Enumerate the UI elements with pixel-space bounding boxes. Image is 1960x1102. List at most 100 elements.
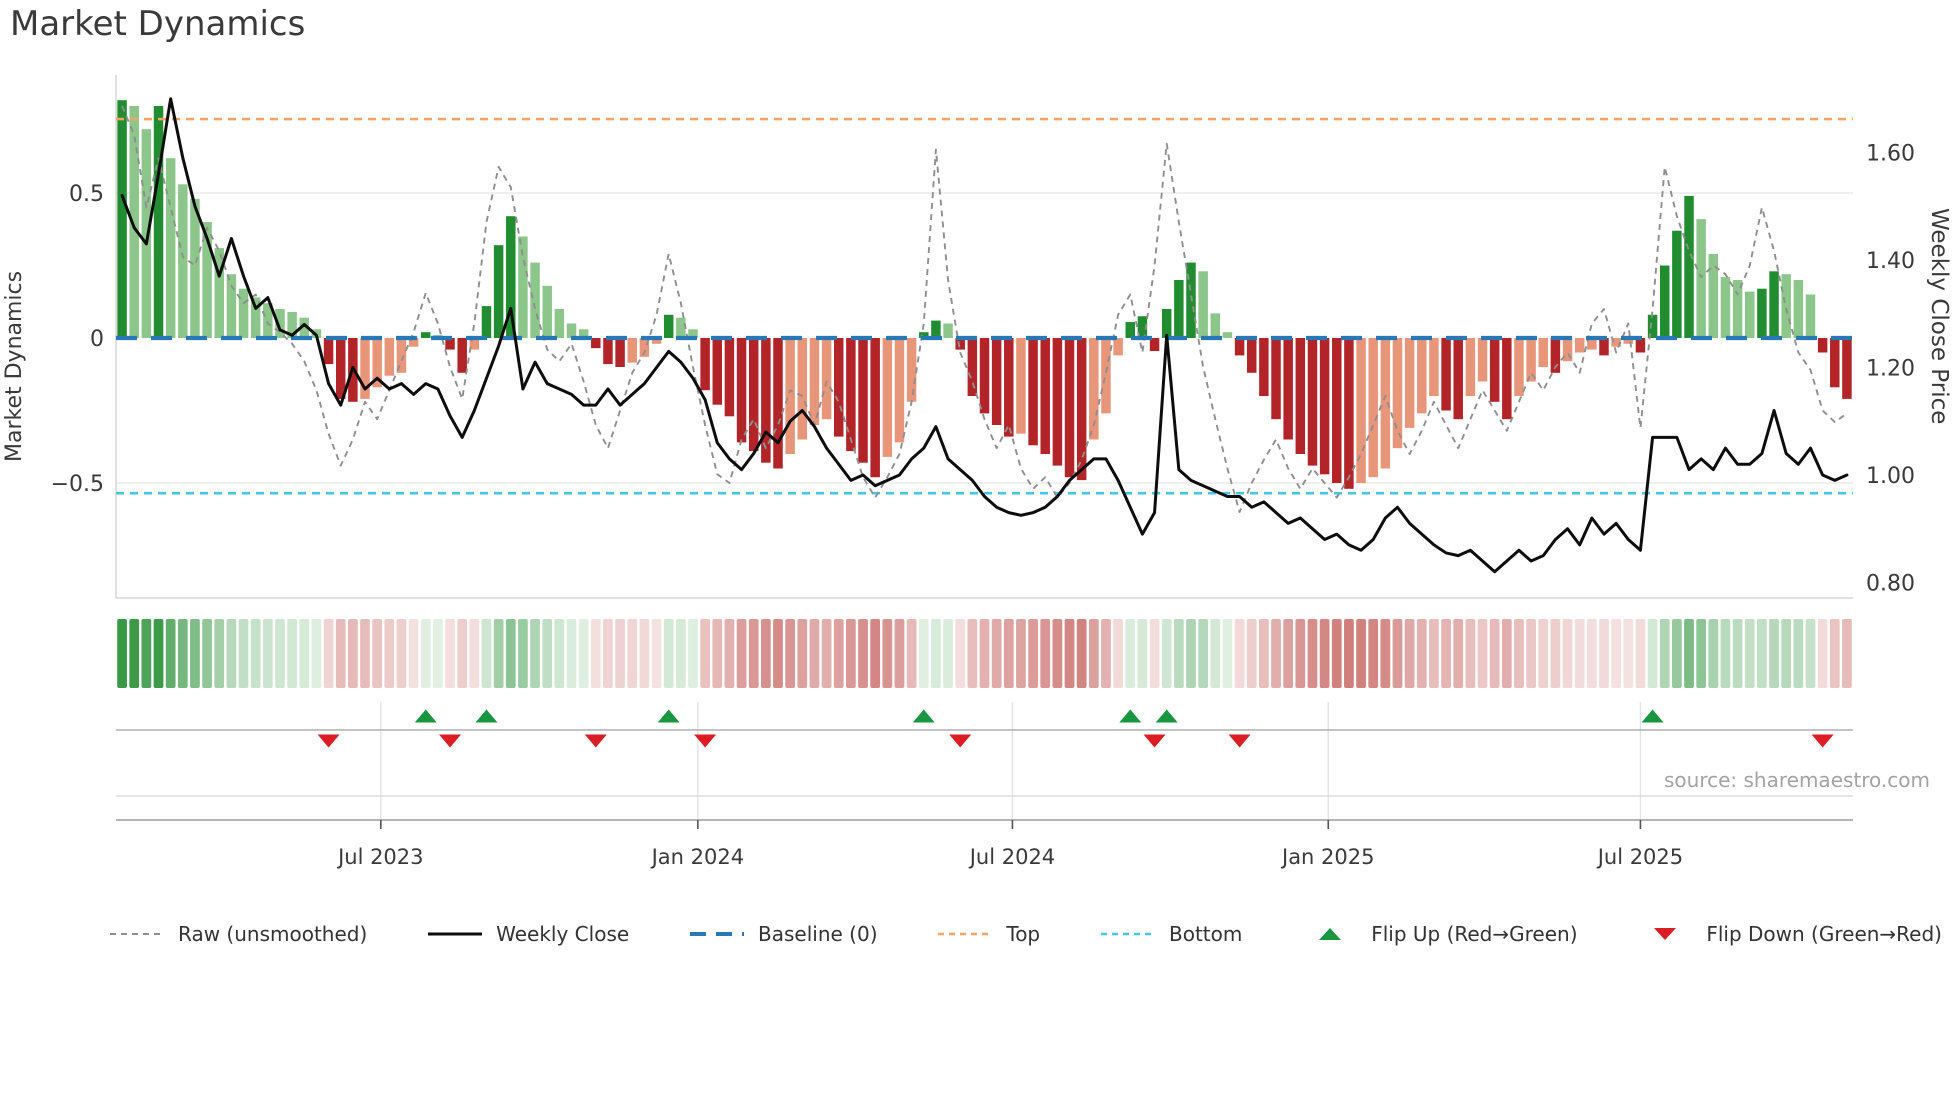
momentum-bar xyxy=(1793,280,1804,338)
heatmap-cell xyxy=(615,619,625,688)
momentum-bar xyxy=(408,338,419,347)
heatmap-cell xyxy=(1817,619,1828,688)
momentum-bar xyxy=(299,317,310,338)
heatmap-cell xyxy=(1829,619,1840,688)
heatmap-cell xyxy=(918,619,929,688)
x-tick-label: Jul 2024 xyxy=(968,845,1055,869)
heatmap-cell xyxy=(1016,619,1026,688)
heatmap-cell xyxy=(542,619,553,688)
momentum-bar xyxy=(1271,338,1281,420)
momentum-bar xyxy=(554,309,565,338)
heatmap-cell xyxy=(190,619,200,688)
heatmap-cell xyxy=(1331,619,1342,688)
flip-down-marker xyxy=(439,734,462,748)
heatmap-cell xyxy=(1125,619,1136,688)
heatmap-cell xyxy=(554,619,565,688)
flip-up-marker xyxy=(1119,709,1142,723)
right-tick-label: 1.60 xyxy=(1866,142,1915,167)
momentum-bar xyxy=(1477,338,1488,382)
momentum-bar xyxy=(1647,314,1658,338)
heatmap-cell xyxy=(1101,619,1111,688)
heatmap-cell xyxy=(141,619,152,688)
heatmap-cell xyxy=(202,619,212,688)
heatmap-cell xyxy=(809,619,820,688)
momentum-bar xyxy=(1611,338,1621,347)
right-tick-label: 0.80 xyxy=(1866,572,1915,597)
flip-up-marker xyxy=(912,709,935,723)
momentum-bar xyxy=(906,338,917,402)
heatmap-cell xyxy=(1356,619,1366,688)
momentum-bar xyxy=(1429,338,1439,396)
x-tick-label: Jul 2023 xyxy=(336,845,423,869)
momentum-bar xyxy=(688,329,698,338)
momentum-bar xyxy=(493,245,504,338)
page-title: Market Dynamics xyxy=(10,4,306,44)
heatmap-cell xyxy=(1441,619,1451,688)
momentum-bar xyxy=(700,338,710,391)
left-tick-label: 0 xyxy=(90,327,104,352)
momentum-bar xyxy=(250,297,261,338)
momentum-bar xyxy=(1222,332,1233,338)
heatmap-cell xyxy=(639,619,650,688)
heatmap-cell xyxy=(1295,619,1306,688)
momentum-bar xyxy=(226,274,237,338)
momentum-bar xyxy=(1720,277,1731,338)
heatmap-cell xyxy=(1684,619,1694,688)
heatmap-cell xyxy=(833,619,844,688)
heatmap-cell xyxy=(1319,619,1330,688)
momentum-bar xyxy=(421,332,431,338)
momentum-bar xyxy=(979,338,990,414)
heatmap-cell xyxy=(1744,619,1755,688)
momentum-bar xyxy=(858,338,868,463)
legend-label: Bottom xyxy=(1168,922,1243,946)
weekly-close-line xyxy=(120,97,1849,574)
momentum-bar xyxy=(870,338,880,478)
momentum-bar xyxy=(894,338,905,443)
heatmap-cell xyxy=(262,619,273,688)
heatmap-cell xyxy=(420,619,431,688)
legend-item-flip_down: Flip Down (Green→Red) xyxy=(1636,922,1942,946)
heatmap-cell xyxy=(797,619,808,688)
raw-line xyxy=(121,105,1848,513)
heatmap-cell xyxy=(1732,619,1743,688)
heatmap-cell xyxy=(712,619,723,688)
heatmap-cell xyxy=(1161,619,1172,688)
momentum-bar xyxy=(1040,338,1050,454)
left-axis-labels: 0.5 0 −0.5 xyxy=(51,182,104,497)
momentum-bar xyxy=(1332,338,1342,483)
flip-down-marker xyxy=(1228,734,1251,748)
heatmap-cell xyxy=(1453,619,1464,688)
heatmap-cell xyxy=(1210,619,1221,688)
momentum-bar xyxy=(1672,230,1682,338)
flip-down-marker xyxy=(584,734,607,748)
heatmap-cell xyxy=(1562,619,1573,688)
heatmap-cell xyxy=(1465,619,1476,688)
momentum-bar xyxy=(566,323,577,338)
heatmap-cell xyxy=(1538,619,1549,688)
momentum-bar xyxy=(445,338,455,350)
momentum-bar xyxy=(955,338,965,350)
momentum-bar xyxy=(141,129,152,338)
bottom-line-swatch xyxy=(1100,932,1155,936)
momentum-bar xyxy=(1246,338,1257,373)
flip-up-marker xyxy=(414,709,437,723)
momentum-bar xyxy=(1404,338,1415,428)
momentum-bar xyxy=(1210,313,1221,338)
momentum-bar xyxy=(603,338,613,365)
momentum-bar xyxy=(238,288,249,338)
x-axis-labels: Jul 2023 Jan 2024 Jul 2024 Jan 2025 Jul 2025 xyxy=(336,820,1683,869)
flip-markers xyxy=(317,709,1834,748)
heatmap-cell xyxy=(1040,619,1051,688)
flip-up-marker xyxy=(475,709,498,723)
legend-label: Baseline (0) xyxy=(758,922,878,946)
momentum-bar xyxy=(275,309,285,338)
heatmap-cell xyxy=(1392,619,1403,688)
heatmap-cell xyxy=(1769,619,1779,688)
momentum-bar xyxy=(712,338,723,405)
heatmap-cell xyxy=(651,619,662,688)
momentum-bar xyxy=(846,338,856,452)
momentum-bar xyxy=(1344,338,1354,489)
top-line-swatch xyxy=(938,932,993,936)
momentum-bar xyxy=(1392,338,1403,449)
